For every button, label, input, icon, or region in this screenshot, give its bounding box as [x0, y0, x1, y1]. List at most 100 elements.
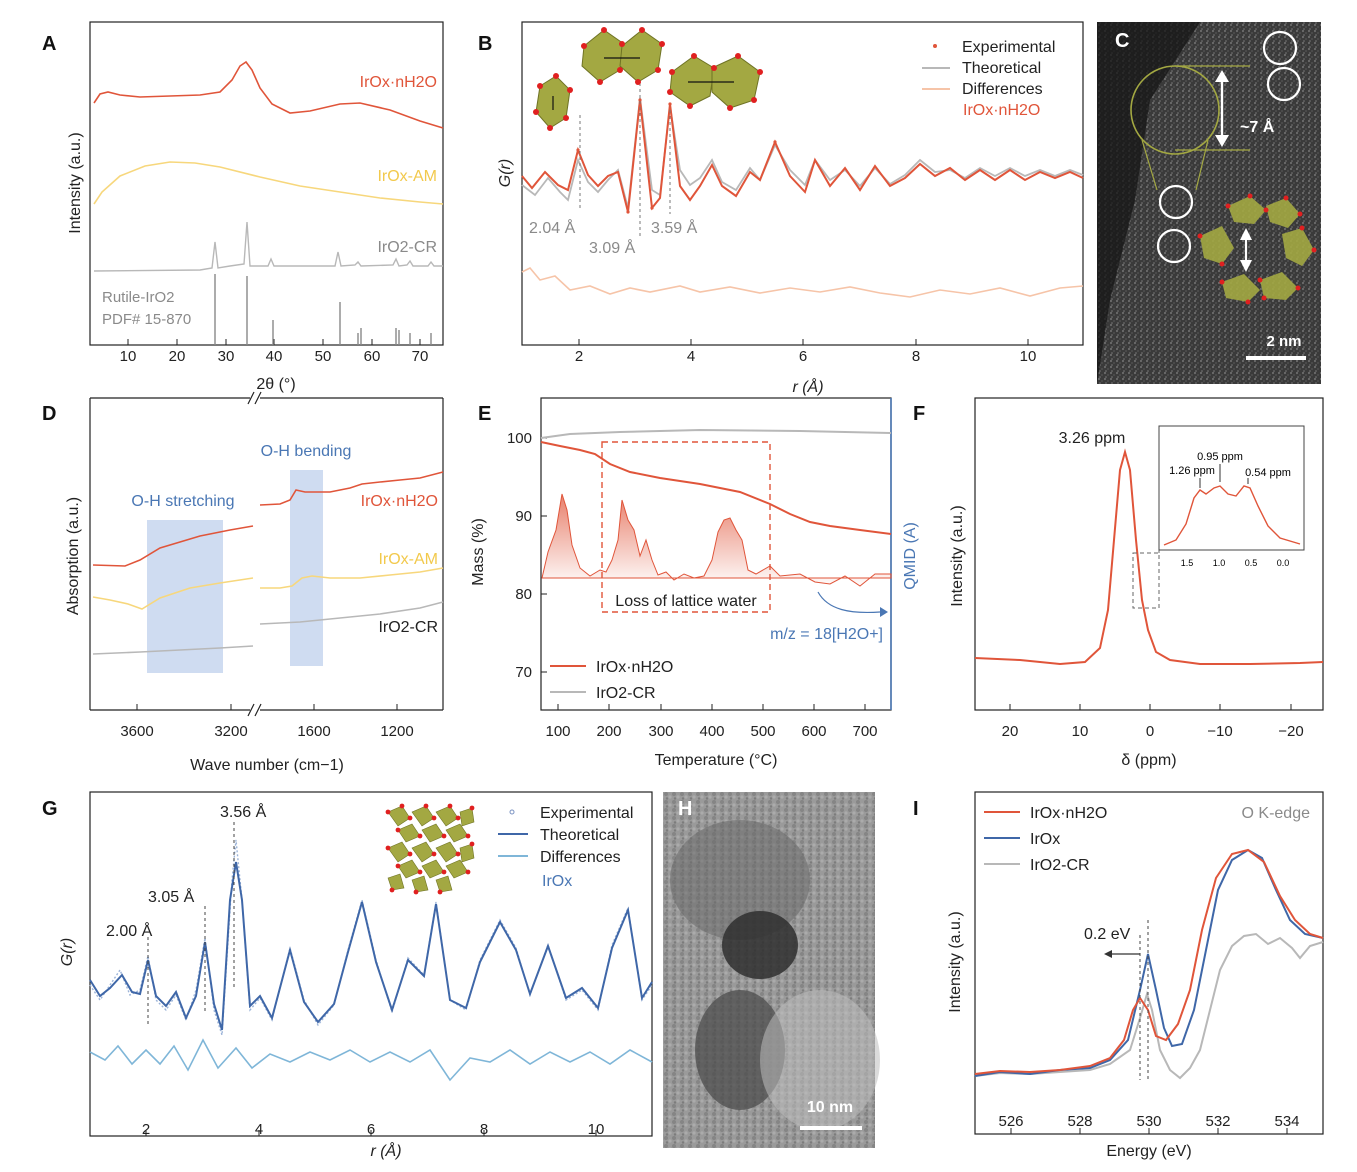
inset-tick-label: 1.5 — [1181, 558, 1194, 568]
legend-label-i-irox: IrOx — [1030, 831, 1060, 848]
plot-frame-a — [89, 21, 444, 346]
x-tick-label-e: 500 — [750, 723, 775, 740]
tem-particle — [670, 820, 810, 940]
band-label-bending: O-H bending — [261, 443, 352, 460]
legend-e: IrOx·nH2O IrO2-CR — [550, 659, 673, 702]
inset-f: 0.95 ppm 1.26 ppm 0.54 ppm 1.5 1.0 0.5 0… — [1158, 425, 1305, 568]
inset-tick-label: 0.5 — [1245, 558, 1258, 568]
panel-e: E Mass (%) QMID (A) Temperature (°C) 70 … — [470, 397, 919, 769]
legend-label-experimental-g: Experimental — [540, 805, 633, 822]
panel-c: C ~7 Å 2 nm — [1097, 22, 1321, 384]
x-tick-label-a: 50 — [315, 348, 332, 365]
octahedra-ring-c — [1197, 193, 1317, 305]
y2-axis-label-e: QMID (A) — [902, 522, 919, 590]
atom-circle — [1156, 228, 1192, 264]
x-tick-label-g: 8 — [480, 1121, 488, 1138]
y-axis-label-d: Absorption (a.u.) — [65, 497, 82, 615]
y-tick-label-e: 70 — [515, 664, 532, 681]
x-tick-label-d: 1200 — [380, 723, 413, 740]
series-label-d-hydrous: IrOx·nH2O — [361, 493, 438, 510]
panel-b: B G(r) r (Å) 2 4 6 8 10 2.04 Å 3.09 Å 3.… — [478, 21, 1084, 396]
x-tick-label-f: 0 — [1146, 723, 1154, 740]
x-axis-label-b: r (Å) — [792, 377, 823, 396]
x-tick-label-i: 532 — [1205, 1113, 1230, 1130]
series-line-i-cr — [974, 932, 1324, 1080]
x-ticks-b: 2 4 6 8 10 — [575, 339, 1036, 365]
y-axis-label-b: G(r) — [497, 159, 514, 187]
series-line-e-hydrous — [540, 441, 892, 535]
axis-break-d — [247, 391, 262, 717]
x-tick-label-d: 3600 — [120, 723, 153, 740]
x-tick-label-a: 30 — [218, 348, 235, 365]
x-tick-label-i: 528 — [1067, 1113, 1092, 1130]
x-ticks-e: 100 200 300 400 500 600 700 — [545, 704, 878, 740]
x-tick-label-e: 300 — [648, 723, 673, 740]
shift-label-i: 0.2 eV — [1084, 926, 1131, 943]
reference-label-a-2: PDF# 15-870 — [102, 311, 191, 328]
y-axis-label-f: Intensity (a.u.) — [949, 505, 966, 606]
y-axis-label-g: G(r) — [59, 938, 76, 966]
legend-label-i-cr: IrO2-CR — [1030, 857, 1090, 874]
shift-markers-i — [1139, 920, 1149, 1080]
series-label-d-cr: IrO2-CR — [378, 619, 438, 636]
x-ticks-d: 3600 3200 1600 1200 — [120, 704, 414, 740]
x-axis-label-a: 2θ (°) — [256, 376, 295, 393]
atom-circle — [1158, 184, 1194, 220]
panel-label-c: C — [1115, 30, 1129, 52]
edge-label-i: O K-edge — [1242, 805, 1311, 822]
series-label-d-am: IrOx-AM — [378, 551, 438, 568]
peak-label-g-3: 3.56 Å — [220, 802, 267, 821]
atom-circle — [1262, 30, 1298, 66]
stem-vacuum-region — [1097, 22, 1200, 384]
series-line-d-hydrous — [92, 471, 444, 567]
x-tick-label-f: 20 — [1002, 723, 1019, 740]
inset-tick-label: 0.0 — [1277, 558, 1290, 568]
x-axis-label-d: Wave number (cm−1) — [190, 757, 344, 774]
peak-markers-g — [147, 822, 235, 1024]
y-tick-label-e: 100 — [507, 430, 532, 447]
x-tick-label-a: 40 — [266, 348, 283, 365]
legend-marker-experimental — [933, 44, 937, 48]
series-line-a-am — [93, 161, 444, 205]
legend-label-differences-g: Differences — [540, 849, 621, 866]
series-label-a-am: IrOx-AM — [377, 168, 437, 185]
box-label-e: Loss of lattice water — [615, 593, 757, 610]
x-tick-label-f: 10 — [1072, 723, 1089, 740]
inset-line-f — [1163, 485, 1301, 546]
panel-g: G G(r) r (Å) 2 4 6 8 10 2.00 Å 3.05 Å 3.… — [42, 791, 653, 1160]
legend-label-experimental: Experimental — [962, 39, 1055, 56]
panel-label-h: H — [678, 798, 692, 820]
x-tick-label-a: 20 — [169, 348, 186, 365]
x-tick-label-e: 200 — [596, 723, 621, 740]
x-tick-label-e: 700 — [852, 723, 877, 740]
x-tick-label-f: −10 — [1207, 723, 1232, 740]
panel-a: A Intensity (a.u.) 2θ (°) 10 20 30 40 50… — [42, 21, 444, 393]
scale-label-c: 2 nm — [1266, 333, 1301, 350]
x-ticks-a: 10 20 30 40 50 60 70 — [120, 339, 429, 365]
inset-tick-label: 1.0 — [1213, 558, 1226, 568]
x-tick-label-b: 6 — [799, 348, 807, 365]
x-tick-label-a: 70 — [412, 348, 429, 365]
x-tick-label-e: 400 — [699, 723, 724, 740]
panel-label-a: A — [42, 33, 56, 55]
x-tick-label-e: 100 — [545, 723, 570, 740]
panel-label-b: B — [478, 33, 492, 55]
spacing-label-c: ~7 Å — [1240, 117, 1275, 136]
series-label-a-hydrous: IrOx·nH2O — [360, 74, 437, 91]
x-tick-label-g: 2 — [142, 1121, 150, 1138]
x-tick-label-f: −20 — [1278, 723, 1303, 740]
x-tick-label-g: 6 — [367, 1121, 375, 1138]
zoom-box-f — [1132, 552, 1160, 609]
lattice-structure-g — [382, 803, 475, 895]
x-tick-label-d: 3200 — [214, 723, 247, 740]
legend-label-sample-g: IrOx — [542, 873, 572, 890]
series-line-g-theoretical — [89, 861, 653, 1031]
ms-label-e: m/z = 18[H2O+] — [770, 626, 883, 643]
x-tick-label-b: 4 — [687, 348, 695, 365]
x-tick-label-e: 600 — [801, 723, 826, 740]
legend-g: Experimental Theoretical Differences IrO… — [498, 805, 633, 890]
panel-i: I Intensity (a.u.) Energy (eV) 0.2 eV O … — [913, 791, 1324, 1160]
ms-signal-area-e — [541, 493, 892, 587]
nmr-line-f — [974, 448, 1324, 666]
ms-arrow-e — [817, 591, 881, 614]
